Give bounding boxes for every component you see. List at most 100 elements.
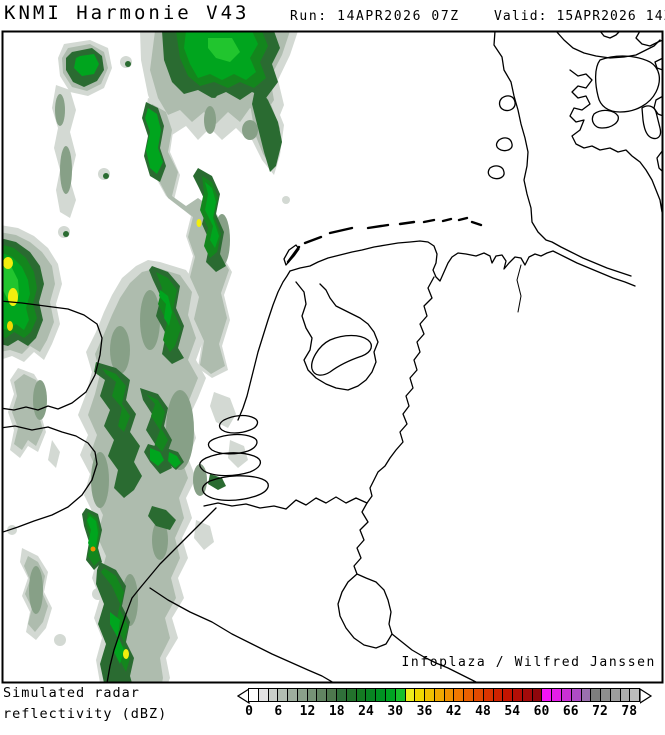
colorbar-cells [248,688,640,702]
colorbar-tick-label: 24 [358,704,374,719]
delta-island [218,414,259,434]
run-time: Run: 14APR2026 07Z [290,9,460,24]
wadden-islands [286,216,483,264]
colorbar-cell [346,689,357,701]
colorbar-cell [591,689,602,701]
run-value: 14APR2026 07Z [337,9,460,24]
map-attribution: Infoplaza / Wilfred Janssen [401,655,656,670]
legend-label-line2: reflectivity (dBZ) [3,706,168,722]
ijsselmeer [295,281,379,391]
colorbar-tick-label: 18 [328,704,345,719]
colorbar: 0 6 12 18 24 30 36 42 48 54 60 66 72 78 [237,688,662,722]
colorbar-ticks: 0 6 12 18 24 30 36 42 48 54 60 66 72 78 [237,704,662,720]
colorbar-cell [620,689,631,701]
colorbar-tick-label: 42 [445,704,462,719]
colorbar-cell [562,689,572,701]
legend-label: Simulated radar reflectivity (dBZ) [3,683,167,725]
colorbar-cell [258,689,269,701]
colorbar-cell [454,689,465,701]
colorbar-cell [473,689,484,701]
coast-edge-bits [599,32,662,172]
colorbar-cell [483,689,494,701]
colorbar-tick-label: 54 [504,704,521,719]
frisian-island [487,165,505,180]
colorbar-cell [434,689,445,701]
colorbar-cell [366,689,377,701]
colorbar-cell [571,689,582,701]
westerschelde [203,502,287,510]
colorbar-tick-label: 12 [299,704,316,719]
colorbar-cell [552,689,562,701]
coastline-layer [3,32,662,682]
colorbar-cell [385,689,396,701]
colorbar-cell [297,689,308,701]
run-label: Run: [290,9,328,24]
legend-label-line1: Simulated radar [3,685,140,701]
colorbar-cell [356,689,367,701]
coast-uk-kent [3,425,98,533]
island-texel [283,244,300,266]
coast-nl-de-north [289,240,636,287]
frisian-island [498,95,516,112]
colorbar-tick-label: 36 [416,704,433,719]
precipitation-layer [3,32,298,682]
colorbar-cell [405,689,416,701]
colorbar-cell [415,689,426,701]
border-be-nl [285,496,368,510]
colorbar-cell [581,689,592,701]
colorbar-cell [493,689,504,701]
colorbar-tick-label: 30 [387,704,404,719]
colorbar-cell [630,689,640,701]
colorbar-cell [317,689,328,701]
coast-flensburg [556,32,661,59]
coast-elbe-jutland [493,32,632,277]
colorbar-cell [513,689,523,701]
colorbar-cell [307,689,318,701]
colorbar-right-arrow [640,688,653,704]
title-bar: KNMI Harmonie V43 Run: 14APR2026 07Z Val… [0,0,665,30]
colorbar-tick-label: 48 [475,704,491,719]
coast-france-belgium [106,507,217,682]
page-title: KNMI Harmonie V43 [4,2,250,24]
colorbar-cell [444,689,455,701]
map-frame [1,30,664,684]
border-be-de-lux [337,502,393,649]
valid-value: 15APR2026 14Z [556,9,665,24]
valid-time: Valid: 15APR2026 14Z [494,9,665,24]
valid-label: Valid: [494,9,548,24]
frisian-island [495,137,513,152]
border-nl-de [366,276,435,504]
colorbar-cell [327,689,338,701]
colorbar-tick-label: 6 [274,704,283,719]
colorbar-cell [337,689,347,701]
island-langeland [641,105,662,140]
colorbar-cell [425,689,435,701]
colorbar-tick-label: 66 [562,704,579,719]
delta-island [207,433,258,455]
colorbar-cell [532,689,543,701]
colorbar-cell [268,689,279,701]
colorbar-cell [395,689,406,701]
colorbar-cell [522,689,533,701]
colorbar-cell [278,689,289,701]
island-als [591,109,619,129]
island-funen [594,55,661,113]
colorbar-cell [464,689,474,701]
weser-river [516,264,522,313]
colorbar-cell [503,689,514,701]
colorbar-cell [601,689,611,701]
colorbar-tick-label: 78 [621,704,638,719]
colorbar-cell [542,689,553,701]
border-fr-de [391,633,478,682]
colorbar-tick-label: 60 [533,704,550,719]
colorbar-cell [249,689,259,701]
coast-uk-norfolk [3,300,103,411]
colorbar-cell [376,689,386,701]
delta-island [199,452,261,477]
colorbar-cell [610,689,621,701]
colorbar-tick-label: 0 [245,704,253,719]
flevoland [311,334,373,376]
